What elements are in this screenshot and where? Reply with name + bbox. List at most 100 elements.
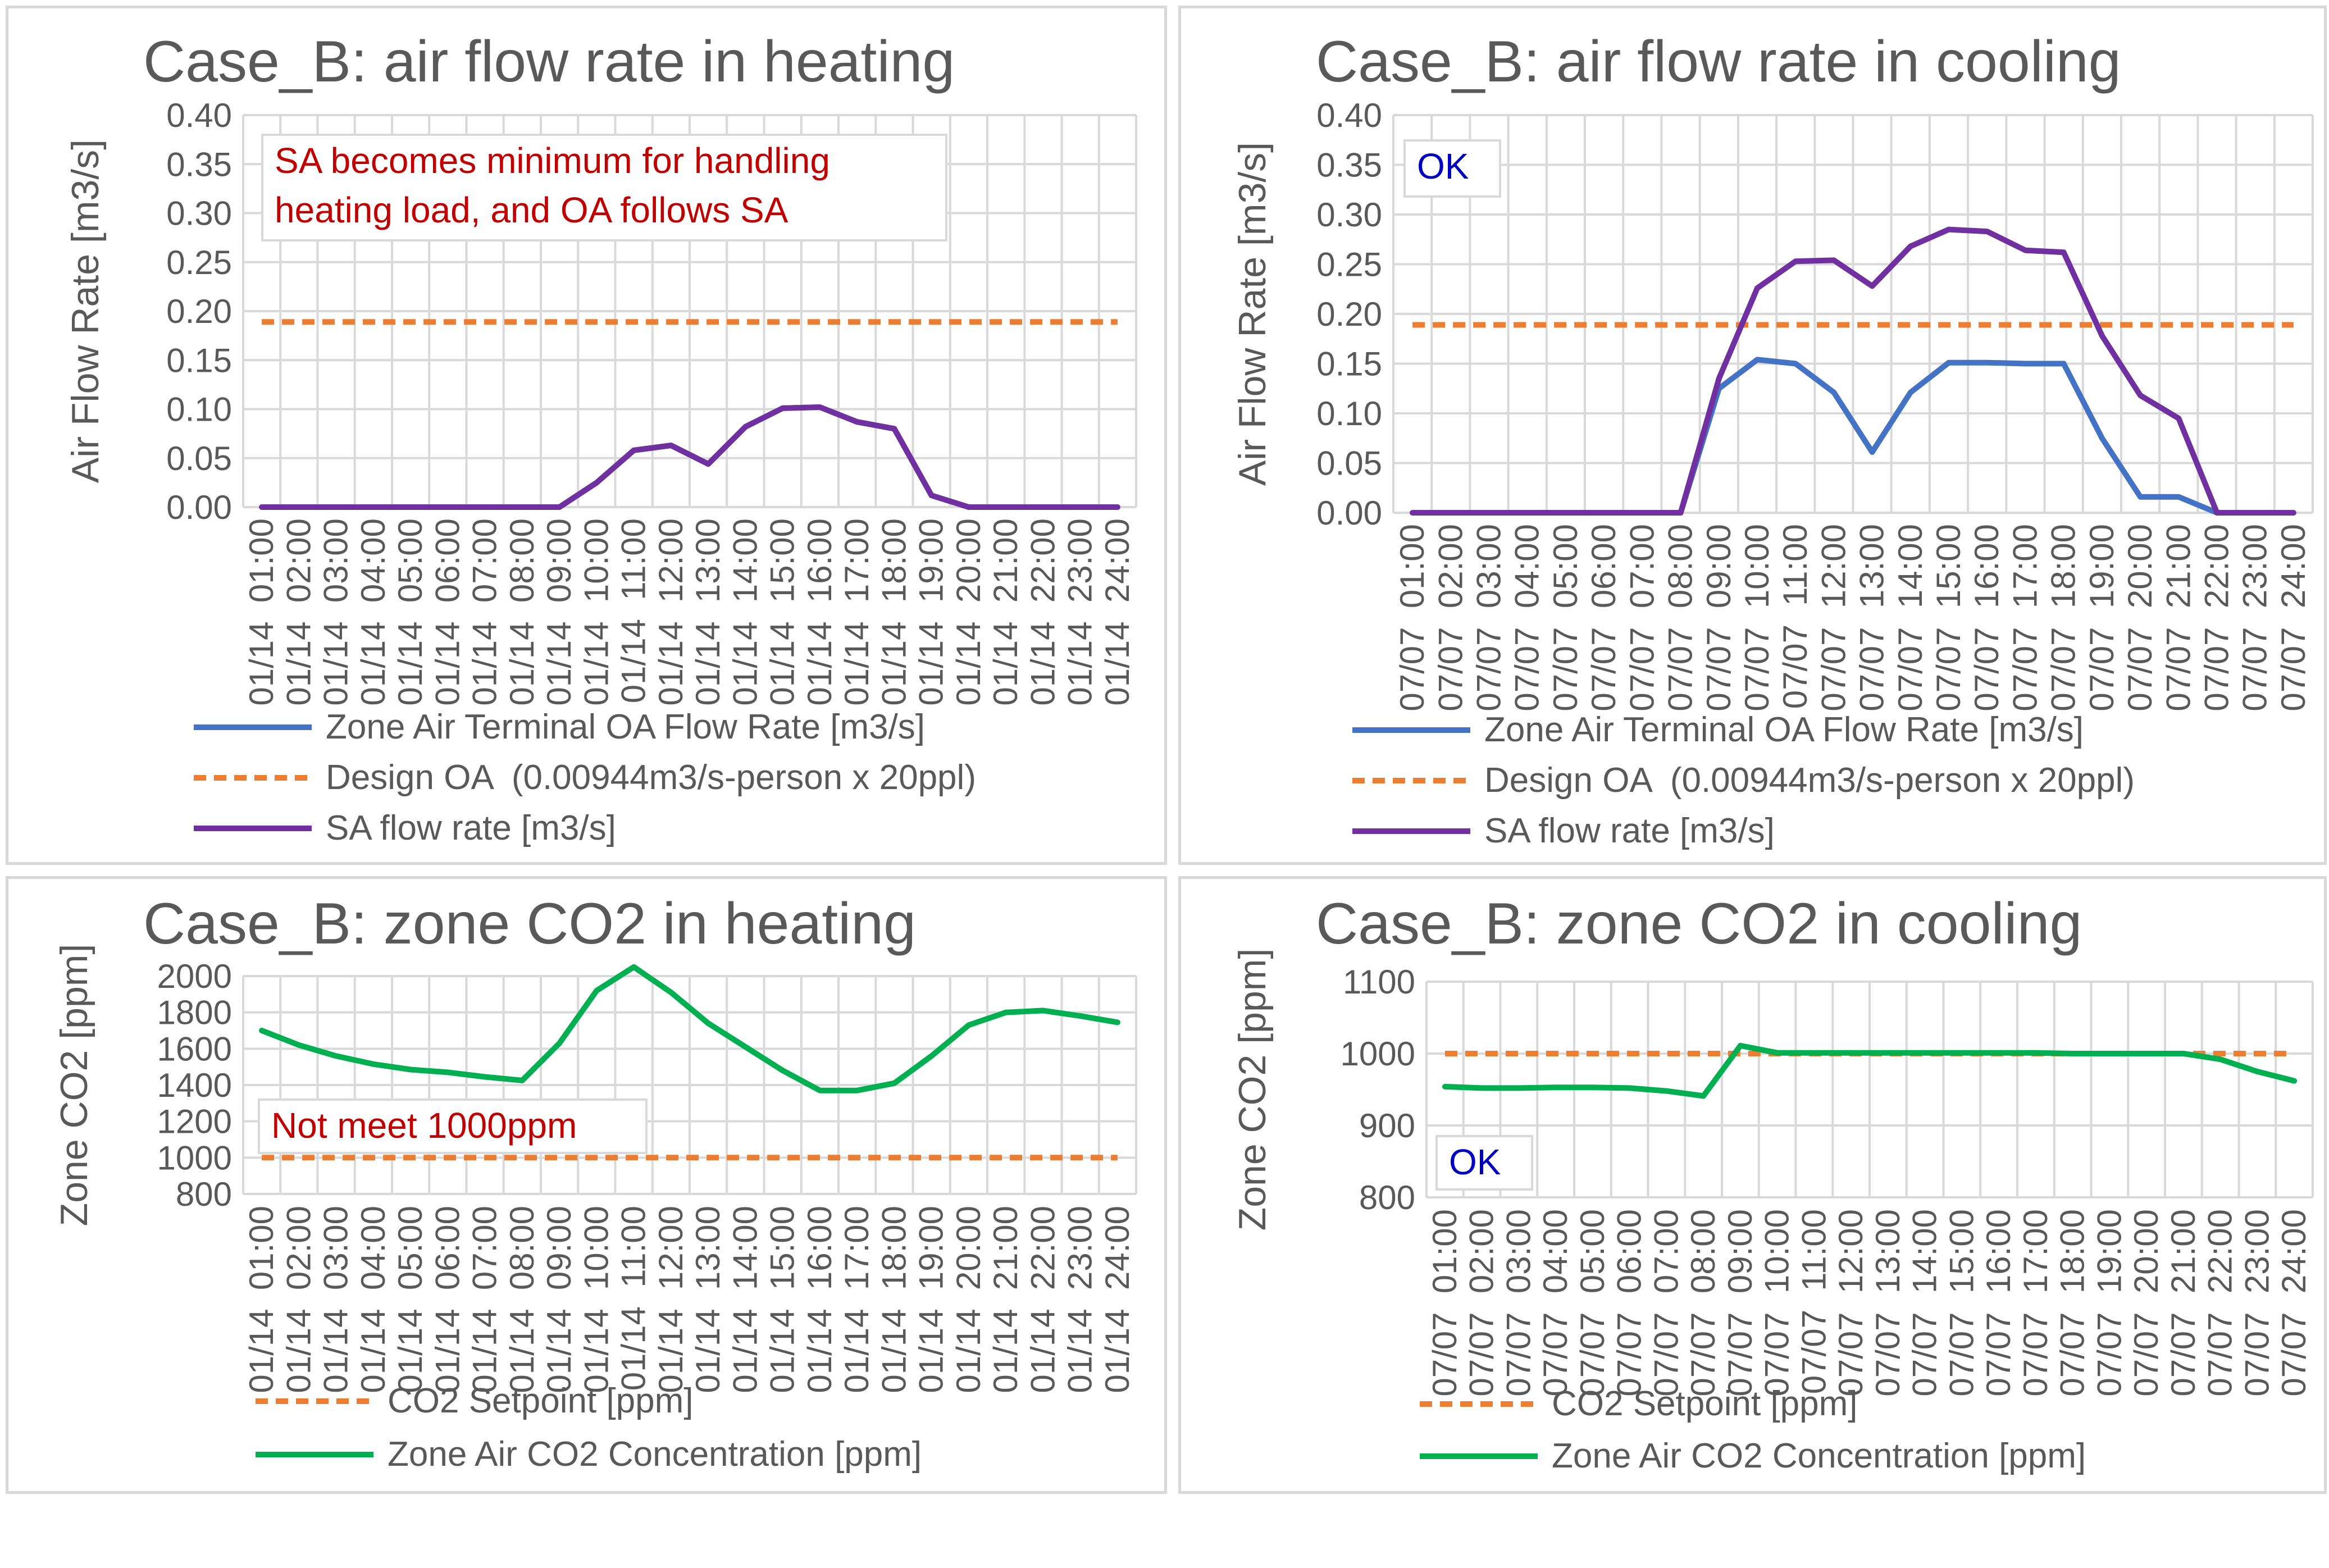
- legend-label: CO2 Setpoint [ppm]: [388, 1382, 694, 1420]
- y-tick-label: 0.40: [1316, 97, 1382, 134]
- x-tick-label: 07/07 01:00: [1393, 524, 1431, 712]
- x-tick-label: 07/07 20:00: [2121, 524, 2159, 712]
- y-tick-label: 0.10: [1316, 395, 1382, 432]
- annotation-frame: [261, 134, 947, 241]
- chart-title: Case_B: air flow rate in heating: [143, 29, 955, 94]
- annotation-text: OK: [1449, 1142, 1501, 1182]
- x-tick-label: 07/07 10:00: [1738, 524, 1776, 712]
- x-tick-label: 01/14 07:00: [466, 518, 504, 706]
- x-tick-label: 01/14 15:00: [764, 1206, 801, 1393]
- legend: Zone Air Terminal OA Flow Rate [m3/s] Des…: [194, 708, 976, 847]
- x-tick-label: 01/14 06:00: [429, 518, 466, 706]
- x-tick-label: 01/14 05:00: [391, 518, 429, 706]
- y-tick-label: 1000: [1341, 1035, 1415, 1073]
- x-tick-label: 01/14 23:00: [1061, 1206, 1099, 1393]
- x-tick-label: 07/07 02:00: [1463, 1209, 1501, 1397]
- legend: CO2 Setpoint [ppm] Zone Air CO2 Concentra…: [256, 1382, 922, 1474]
- x-tick-label: 01/14 09:00: [540, 1206, 578, 1393]
- x-tick-label: 01/14 11:00: [615, 518, 653, 703]
- legend-label: Zone Air Terminal OA Flow Rate [m3/s]: [326, 708, 925, 746]
- y-tick-label: 0.30: [166, 195, 232, 233]
- x-tick-label: 07/07 08:00: [1684, 1209, 1722, 1397]
- legend-label: Zone Air CO2 Concentration [ppm]: [388, 1435, 922, 1474]
- x-tick-label: 07/07 05:00: [1574, 1209, 1611, 1397]
- x-tick-label: 01/14 11:00: [615, 1206, 653, 1391]
- y-tick-label: 0.10: [166, 391, 232, 429]
- x-tick-label: 01/14 24:00: [1099, 518, 1136, 706]
- x-tick-label: 07/07 18:00: [2045, 524, 2082, 712]
- x-tick-label: 01/14 20:00: [950, 518, 987, 706]
- x-tick-label: 07/07 09:00: [1721, 1209, 1759, 1397]
- x-tick-label: 01/14 02:00: [280, 518, 317, 706]
- legend-label: Design OA (0.00944m3/s-person x 20ppl): [326, 758, 976, 797]
- x-tick-label: 01/14 14:00: [726, 518, 764, 706]
- x-tick-label: 07/07 07:00: [1647, 1209, 1685, 1397]
- x-tick-label: 07/07 22:00: [2198, 524, 2235, 712]
- chart-co2-cooling: Case_B: zone CO2 in cooling 800 900 1000 110…: [1231, 891, 2314, 1475]
- legend-label: Zone Air CO2 Concentration [ppm]: [1552, 1437, 2086, 1475]
- chart-airflow-cooling: Case_B: air flow rate in cooling 0.00 0.05…: [1231, 29, 2314, 850]
- x-tick-label: 01/14 04:00: [354, 518, 392, 706]
- chart-airflow-heating: Case_B: air flow rate in heating 0.00 0.05…: [64, 29, 1137, 847]
- x-tick-label: 01/14 08:00: [503, 1206, 541, 1393]
- x-tick-label: 01/14 12:00: [652, 1206, 690, 1393]
- x-tick-label: 07/07 16:00: [1968, 524, 2006, 712]
- x-tick-label: 07/07 05:00: [1547, 524, 1584, 712]
- series-line-2: [259, 404, 1120, 510]
- x-tick-label: 07/07 22:00: [2202, 1209, 2239, 1397]
- x-tick-label: 01/14 14:00: [726, 1206, 764, 1393]
- chart-panel-airflow-heating: Case_B: air flow rate in heating 0.00 0.05…: [6, 6, 1167, 865]
- gridlines: [1392, 114, 2314, 514]
- series-line-1: [1442, 1042, 2298, 1099]
- x-tick-label: 07/07 20:00: [2127, 1209, 2165, 1397]
- annotation-box: SA becomes minimum for handling heating l…: [261, 134, 947, 241]
- x-tick-label: 01/14 10:00: [577, 518, 615, 706]
- y-tick-label: 0.20: [166, 293, 232, 330]
- gridlines: [1425, 981, 2314, 1198]
- x-tick-label: 01/14 03:00: [317, 518, 355, 706]
- x-tick-label: 01/14 18:00: [875, 518, 913, 706]
- y-tick-label: 0.15: [166, 341, 232, 379]
- x-tick-label: 07/07 23:00: [2238, 1209, 2276, 1397]
- y-tick-label: 1200: [157, 1103, 232, 1141]
- annotation-text: heating load, and OA follows SA: [275, 190, 789, 230]
- x-tick-label: 07/07 06:00: [1611, 1209, 1648, 1397]
- legend-label: SA flow rate [m3/s]: [1484, 812, 1775, 850]
- annotation-frame: [1435, 1135, 1533, 1191]
- legend-label: CO2 Setpoint [ppm]: [1552, 1384, 1858, 1423]
- x-tick-label: 01/14 19:00: [913, 1206, 950, 1393]
- annotation-text: Not meet 1000ppm: [271, 1105, 577, 1146]
- x-tick-label: 07/07 19:00: [2083, 524, 2121, 712]
- annotation-text: SA becomes minimum for handling: [275, 140, 830, 181]
- x-tick-label: 07/07 02:00: [1432, 524, 1469, 712]
- y-axis-label: Zone CO2 [ppm]: [1231, 949, 1274, 1231]
- y-tick-label: 800: [176, 1175, 232, 1213]
- legend-label: Zone Air Terminal OA Flow Rate [m3/s]: [1484, 710, 2084, 749]
- x-tick-label: 01/14 22:00: [1024, 1206, 1061, 1393]
- y-tick-label: 0.20: [1316, 295, 1382, 333]
- x-tick-label: 07/07 13:00: [1853, 524, 1891, 712]
- x-tick-label: 07/07 19:00: [2090, 1209, 2128, 1397]
- annotation-frame: [258, 1098, 648, 1154]
- x-tick-label: 07/07 15:00: [1930, 524, 1967, 712]
- y-tick-label: 1000: [157, 1139, 232, 1177]
- x-tick-label: 01/14 05:00: [391, 1206, 429, 1393]
- x-tick-label: 01/14 20:00: [950, 1206, 987, 1393]
- y-tick-label: 1800: [157, 994, 232, 1032]
- y-tick-label: 0.25: [166, 244, 232, 281]
- x-tick-label: 07/07 09:00: [1700, 524, 1738, 712]
- x-tick-label: 01/14 17:00: [838, 1206, 876, 1393]
- y-tick-label: 1400: [157, 1066, 232, 1104]
- y-axis-label: Zone CO2 [ppm]: [53, 944, 95, 1227]
- series-line-2: [1410, 226, 2296, 516]
- x-tick-label: 01/14 07:00: [466, 1206, 504, 1393]
- x-tick-label: 01/14 18:00: [875, 1206, 913, 1393]
- y-axis-label: Air Flow Rate [m3/s]: [64, 139, 107, 483]
- x-tick-label: 07/07 24:00: [2275, 524, 2312, 712]
- chart-panel-co2-cooling: Case_B: zone CO2 in cooling 800 900 1000 110…: [1178, 876, 2327, 1494]
- x-tick-label: 07/07 17:00: [2006, 524, 2044, 712]
- x-tick-label: 07/07 17:00: [2017, 1209, 2054, 1397]
- x-tick-label: 01/14 19:00: [913, 518, 950, 706]
- chart-panel-airflow-cooling: Case_B: air flow rate in cooling 0.00 0.05…: [1178, 6, 2327, 865]
- x-tick-label: 07/07 01:00: [1426, 1209, 1464, 1397]
